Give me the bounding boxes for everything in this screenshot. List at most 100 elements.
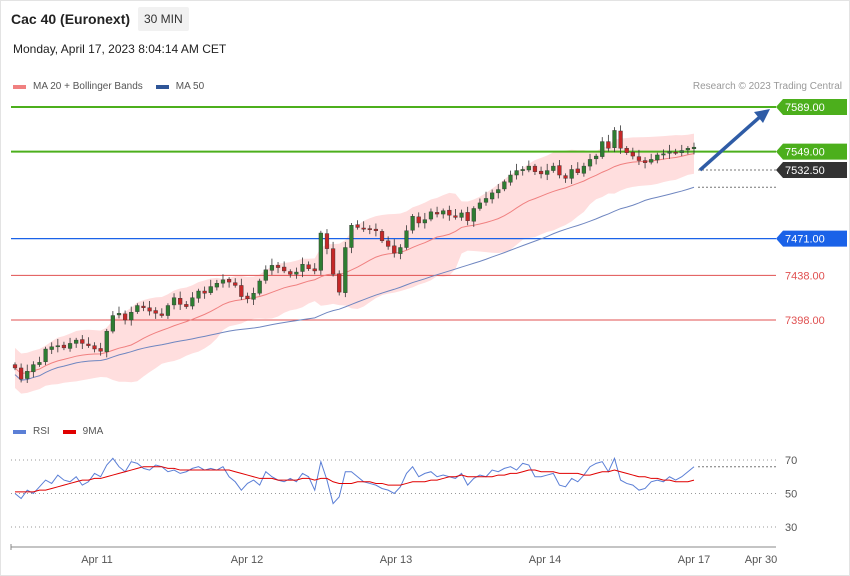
candle-body [135,305,140,312]
level-tag-2 [776,230,847,247]
page-title: Cac 40 (Euronext) [11,11,131,27]
ma50-line [14,186,695,381]
level-tag-1 [776,143,847,160]
candle-body [324,233,330,249]
timestamp: Monday, April 17, 2023 8:04:14 AM CET [13,42,227,56]
candle-body [459,212,464,218]
x-tick-label: Apr 17 [678,554,710,566]
legend-swatch-ma50 [155,84,169,89]
candle-body [337,273,342,293]
legend-swatch-ma20 [13,84,26,89]
ma20-line [14,153,695,375]
candle-body [282,266,287,272]
candle-body [618,130,623,149]
candle-body [563,175,568,179]
candle-body [606,141,611,149]
rsi-tick-50: 50 [785,489,797,501]
level-label-1: 7549.00 [785,147,825,159]
candle-body [373,228,379,231]
candle-body [208,286,213,293]
candle-body [37,362,42,365]
candle-body [520,169,525,171]
candle-body [404,230,409,248]
legend-label-ma50: MA 50 [175,81,205,92]
legend-label-9ma: 9MA [82,426,104,437]
candle-body [116,313,122,316]
candle-body [86,343,91,346]
candle-body [349,225,354,248]
candle-body [12,364,18,369]
candle-body [294,271,299,275]
candle-body [538,170,544,175]
candle-body [153,310,158,314]
candle-body [545,170,550,175]
candle-body [43,348,48,363]
candle-body [233,282,238,286]
candle-body [551,165,556,171]
legend-swatch-rsi [13,429,26,434]
candle-body [330,248,336,275]
candle-body [434,212,440,215]
candle-body [269,265,275,271]
candle-body [92,345,97,350]
candle-body [110,315,115,332]
level-label-0: 7589.00 [785,102,825,114]
candle-body [239,285,244,297]
candle-body [416,216,421,224]
candle-body [410,216,415,231]
candle-body [679,150,684,153]
bollinger-band [15,133,694,394]
candle-body [428,211,434,220]
rsi-tick-30: 30 [785,522,797,534]
candle-body [355,224,360,228]
candle-body [581,165,586,174]
candle-body [398,247,403,254]
rsi-ma9-line [15,466,695,493]
candle-body [453,215,458,218]
level-label-2: 7471.00 [785,234,825,246]
candle-body [343,247,348,293]
candle-body [300,264,305,272]
candle-body [630,151,635,157]
candle-body [422,219,427,224]
level-label-4: 7398.00 [785,315,825,327]
candle-body [361,227,366,230]
candle-body [624,148,629,153]
candle-body [587,159,593,167]
candle-body [306,264,311,269]
candle-body [661,153,666,156]
x-tick-label: Apr 12 [231,554,263,566]
candle-body [569,169,574,179]
candle-body [98,348,103,352]
interval-button[interactable]: 30 MIN [138,7,189,31]
candle-body [257,280,262,294]
candle-body [392,245,397,254]
last-price-tag [776,162,847,179]
candle-body [19,367,24,380]
candle-body [379,231,385,242]
candle-body [214,282,219,288]
legend-swatch-9ma [62,429,76,434]
candle-body [80,339,85,344]
rsi-line [14,456,695,505]
candle-body [123,313,128,321]
candle-body [49,346,54,350]
candle-body [655,154,660,161]
candle-body [251,293,256,300]
candle-body [483,198,489,203]
candle-body [508,174,513,183]
candle-body [55,345,60,348]
candle-body [196,290,201,299]
x-tick-label: Apr 30 [745,554,777,566]
x-tick-label: Apr 14 [529,554,561,566]
candle-body [159,313,164,316]
candle-body [526,165,531,171]
candle-body [575,168,580,173]
candle-body [227,279,232,283]
candle-body [220,279,226,284]
candle-body [288,271,293,275]
candle-body [612,130,617,148]
rsi-tick-70: 70 [785,455,797,467]
candle-body [441,210,446,215]
candle-body [514,170,519,176]
